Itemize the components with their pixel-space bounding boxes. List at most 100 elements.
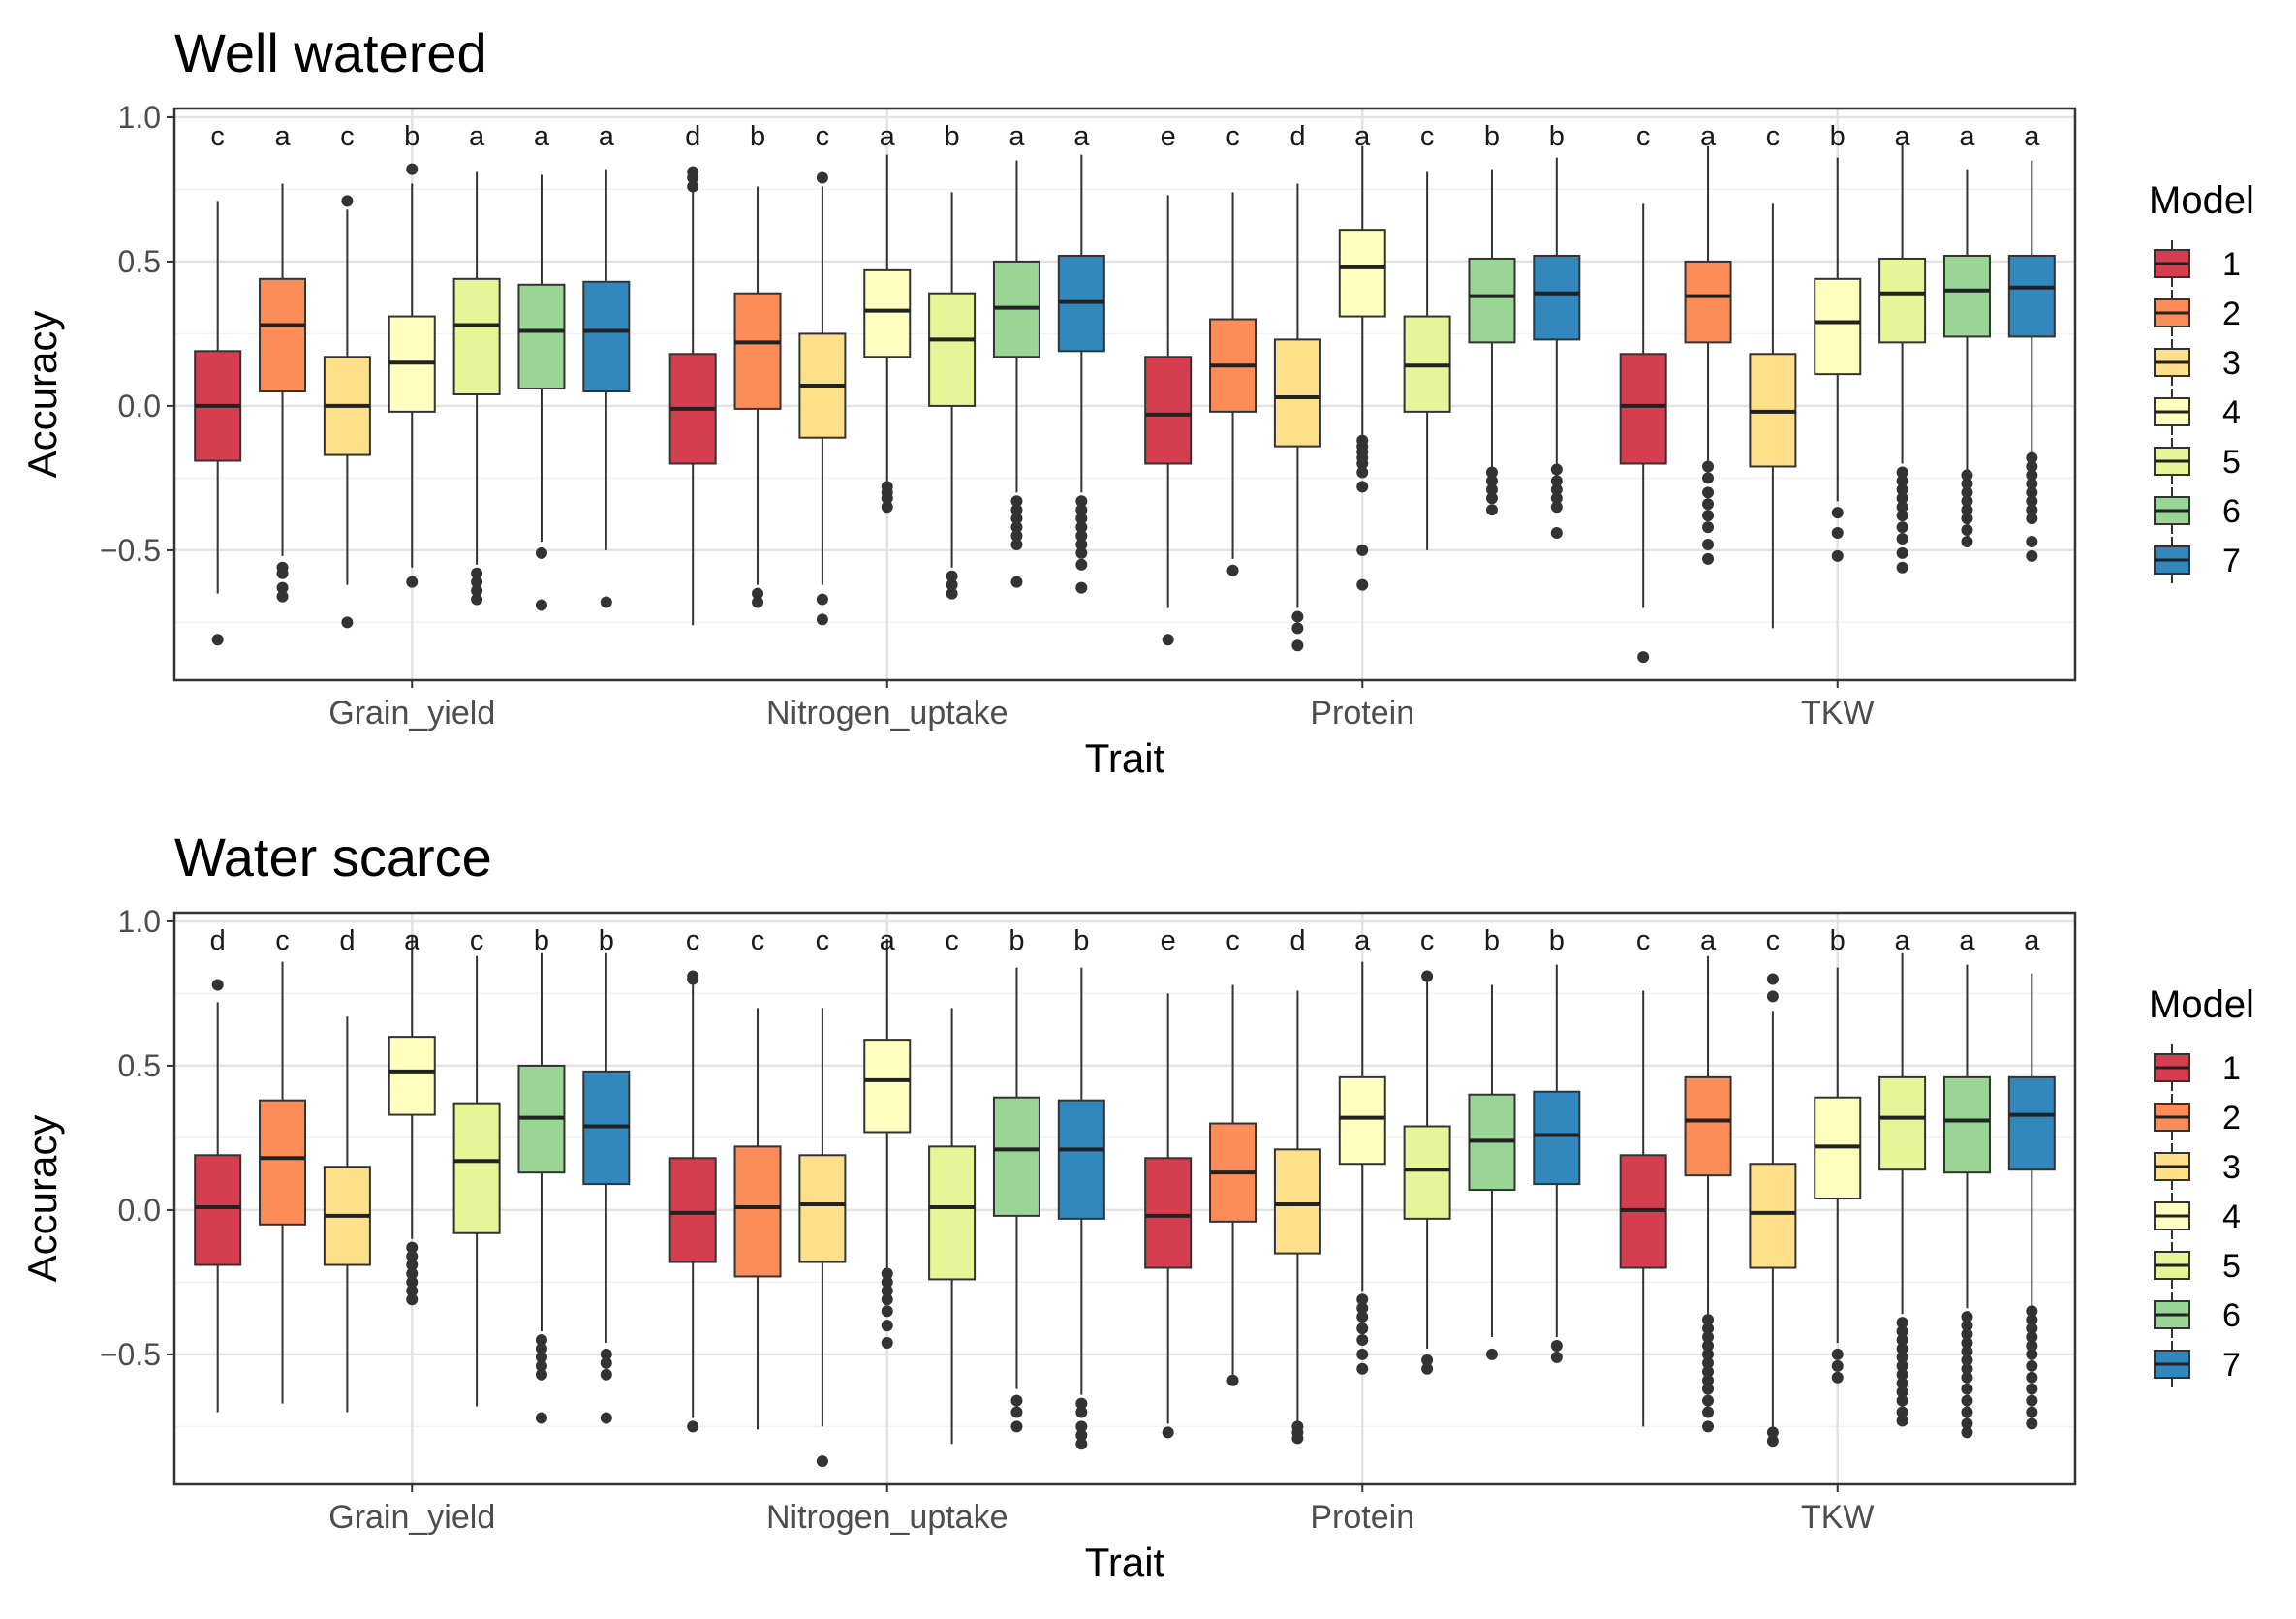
box-iqr bbox=[1684, 1075, 1732, 1177]
box-Nitrogen_uptake-model-2 bbox=[733, 186, 782, 608]
box-iqr bbox=[259, 277, 307, 393]
outlier-point bbox=[535, 546, 547, 559]
significance-letter: a bbox=[2024, 121, 2040, 152]
outlier-point bbox=[1961, 1354, 1973, 1366]
box-Grain_yield-model-4 bbox=[388, 163, 436, 588]
box-iqr bbox=[668, 1157, 717, 1263]
outlier-point bbox=[1702, 1394, 1715, 1407]
outlier-point bbox=[1961, 1328, 1973, 1341]
outlier-point bbox=[1637, 651, 1650, 664]
outlier-point bbox=[1766, 1435, 1779, 1448]
outlier-point bbox=[1075, 581, 1088, 594]
outlier-point bbox=[1702, 498, 1715, 511]
y-axis-title: Accuracy bbox=[19, 311, 65, 479]
outlier-point bbox=[881, 1293, 893, 1306]
outlier-point bbox=[1896, 1415, 1908, 1427]
box-Grain_yield-model-7 bbox=[582, 952, 631, 1424]
box-TKW-model-6 bbox=[1942, 169, 1991, 547]
outlier-point bbox=[1896, 492, 1908, 505]
box-Nitrogen_uptake-model-4 bbox=[863, 154, 912, 514]
outlier-point bbox=[2026, 504, 2038, 516]
significance-letter: d bbox=[1289, 925, 1305, 956]
outlier-point bbox=[1421, 1362, 1434, 1375]
box-TKW-model-6 bbox=[1942, 964, 1991, 1439]
y-tick-label: 0.0 bbox=[118, 1193, 161, 1228]
significance-letter: c bbox=[340, 121, 355, 152]
outlier-point bbox=[881, 1336, 893, 1349]
outlier-point bbox=[1550, 492, 1563, 505]
legend: Model 1 2 3 4 5 6 7 bbox=[2149, 983, 2254, 1387]
box-iqr bbox=[1144, 356, 1193, 465]
outlier-point bbox=[1961, 524, 1973, 537]
box-iqr bbox=[452, 1102, 501, 1234]
outlier-point bbox=[471, 567, 483, 579]
significance-letter: a bbox=[880, 925, 896, 956]
legend-label: 4 bbox=[2222, 394, 2241, 431]
box-TKW-model-1 bbox=[1619, 990, 1667, 1427]
outlier-point bbox=[2026, 1305, 2038, 1318]
outlier-point bbox=[1550, 483, 1563, 496]
outlier-point bbox=[1831, 1359, 1844, 1372]
outlier-point bbox=[1702, 538, 1715, 550]
outlier-point bbox=[2026, 1339, 2038, 1352]
box-Protein-model-2 bbox=[1209, 192, 1257, 576]
significance-letter: a bbox=[1895, 925, 1911, 956]
outlier-point bbox=[1896, 1394, 1908, 1407]
outlier-point bbox=[535, 1342, 547, 1354]
outlier-point bbox=[1766, 973, 1779, 985]
outlier-point bbox=[2026, 1323, 2038, 1335]
outlier-point bbox=[1766, 1426, 1779, 1439]
box-iqr bbox=[1942, 254, 1991, 338]
outlier-point bbox=[535, 599, 547, 611]
outlier-point bbox=[687, 166, 699, 178]
y-tick-label: −0.5 bbox=[100, 1337, 161, 1372]
outlier-point bbox=[1075, 521, 1088, 534]
outlier-point bbox=[1831, 507, 1844, 519]
significance-letter: a bbox=[1895, 121, 1911, 152]
outlier-point bbox=[1896, 1368, 1908, 1381]
legend-label: 6 bbox=[2222, 493, 2241, 530]
box-Nitrogen_uptake-model-7 bbox=[1057, 967, 1105, 1450]
outlier-point bbox=[1356, 544, 1369, 556]
outlier-point bbox=[1075, 558, 1088, 571]
outlier-point bbox=[1010, 495, 1023, 508]
outlier-point bbox=[1421, 970, 1434, 982]
outlier-point bbox=[1356, 466, 1369, 479]
box-iqr bbox=[928, 1145, 977, 1281]
outlier-point bbox=[1550, 1339, 1563, 1352]
outlier-point bbox=[1075, 538, 1088, 550]
outlier-point bbox=[816, 613, 828, 626]
box-Nitrogen_uptake-model-3 bbox=[798, 171, 847, 626]
outlier-point bbox=[1961, 1383, 1973, 1395]
outlier-point bbox=[1961, 513, 1973, 525]
box-TKW-model-2 bbox=[1684, 145, 1732, 565]
outlier-point bbox=[1896, 510, 1908, 522]
outlier-point bbox=[341, 616, 354, 629]
outlier-point bbox=[276, 590, 289, 603]
series-model-3 bbox=[323, 973, 1797, 1468]
box-iqr bbox=[388, 1036, 436, 1116]
significance-letter: b bbox=[404, 121, 419, 152]
box-iqr bbox=[1273, 338, 1321, 448]
legend-key-model-2: 2 bbox=[2154, 290, 2241, 336]
significance-letter: c bbox=[1766, 121, 1781, 152]
significance-letter: b bbox=[750, 121, 765, 152]
box-iqr bbox=[1057, 1099, 1105, 1220]
outlier-point bbox=[276, 581, 289, 594]
outlier-point bbox=[276, 567, 289, 579]
outlier-point bbox=[1896, 1377, 1908, 1389]
box-iqr bbox=[1878, 257, 1927, 344]
outlier-point bbox=[1356, 1311, 1369, 1323]
box-iqr bbox=[992, 1096, 1040, 1217]
outlier-point bbox=[406, 1276, 419, 1289]
legend-key-model-4: 4 bbox=[2154, 389, 2241, 435]
outlier-point bbox=[535, 1334, 547, 1347]
outlier-point bbox=[1702, 1339, 1715, 1352]
outlier-point bbox=[1010, 538, 1023, 550]
outlier-point bbox=[1356, 1302, 1369, 1315]
box-iqr bbox=[863, 268, 912, 358]
outlier-point bbox=[1961, 1311, 1973, 1323]
significance-letter: b bbox=[1073, 925, 1089, 956]
outlier-point bbox=[1961, 1417, 1973, 1430]
significance-letter: d bbox=[210, 925, 226, 956]
